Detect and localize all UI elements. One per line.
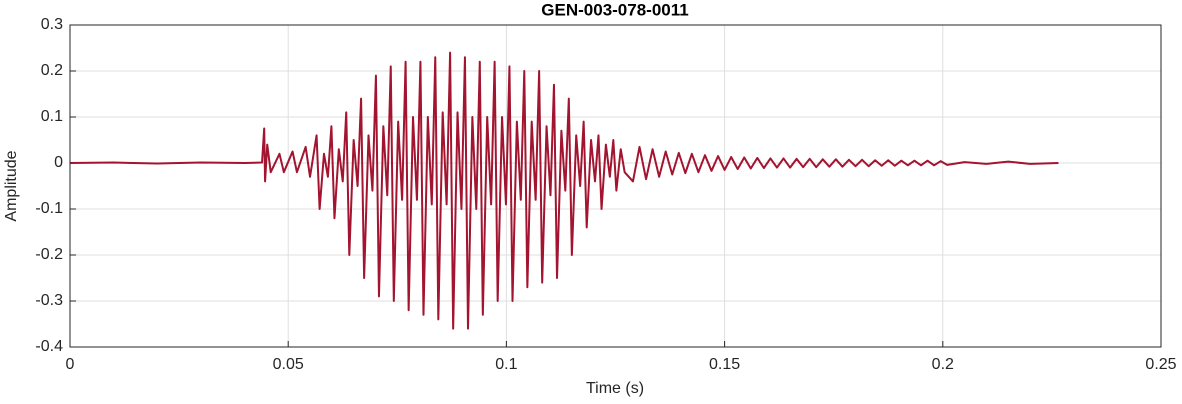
chart-title: GEN-003-078-0011 <box>541 0 688 19</box>
x-tick-label: 0.05 <box>273 356 304 373</box>
y-tick-label: 0.2 <box>41 62 63 79</box>
plot-frame <box>69 24 1162 348</box>
x-tick-label: 0.2 <box>932 356 954 373</box>
y-tick-label: 0.3 <box>41 16 63 33</box>
x-axis-label: Time (s) <box>586 380 644 397</box>
x-tick-label: 0.15 <box>709 356 740 373</box>
y-tick-label: -0.1 <box>35 200 63 217</box>
x-tick-label: 0 <box>66 356 75 373</box>
y-tick-label: -0.4 <box>35 338 63 355</box>
y-axis-label: Amplitude <box>3 150 20 221</box>
x-tick-label: 0.1 <box>495 356 517 373</box>
y-tick-label: 0.1 <box>41 108 63 125</box>
x-tick-label: 0.25 <box>1145 356 1176 373</box>
y-tick-label: -0.2 <box>35 246 63 263</box>
waveform-line <box>69 51 1059 330</box>
y-tick-label: -0.3 <box>35 292 63 309</box>
y-tick-label: 0 <box>54 154 63 171</box>
